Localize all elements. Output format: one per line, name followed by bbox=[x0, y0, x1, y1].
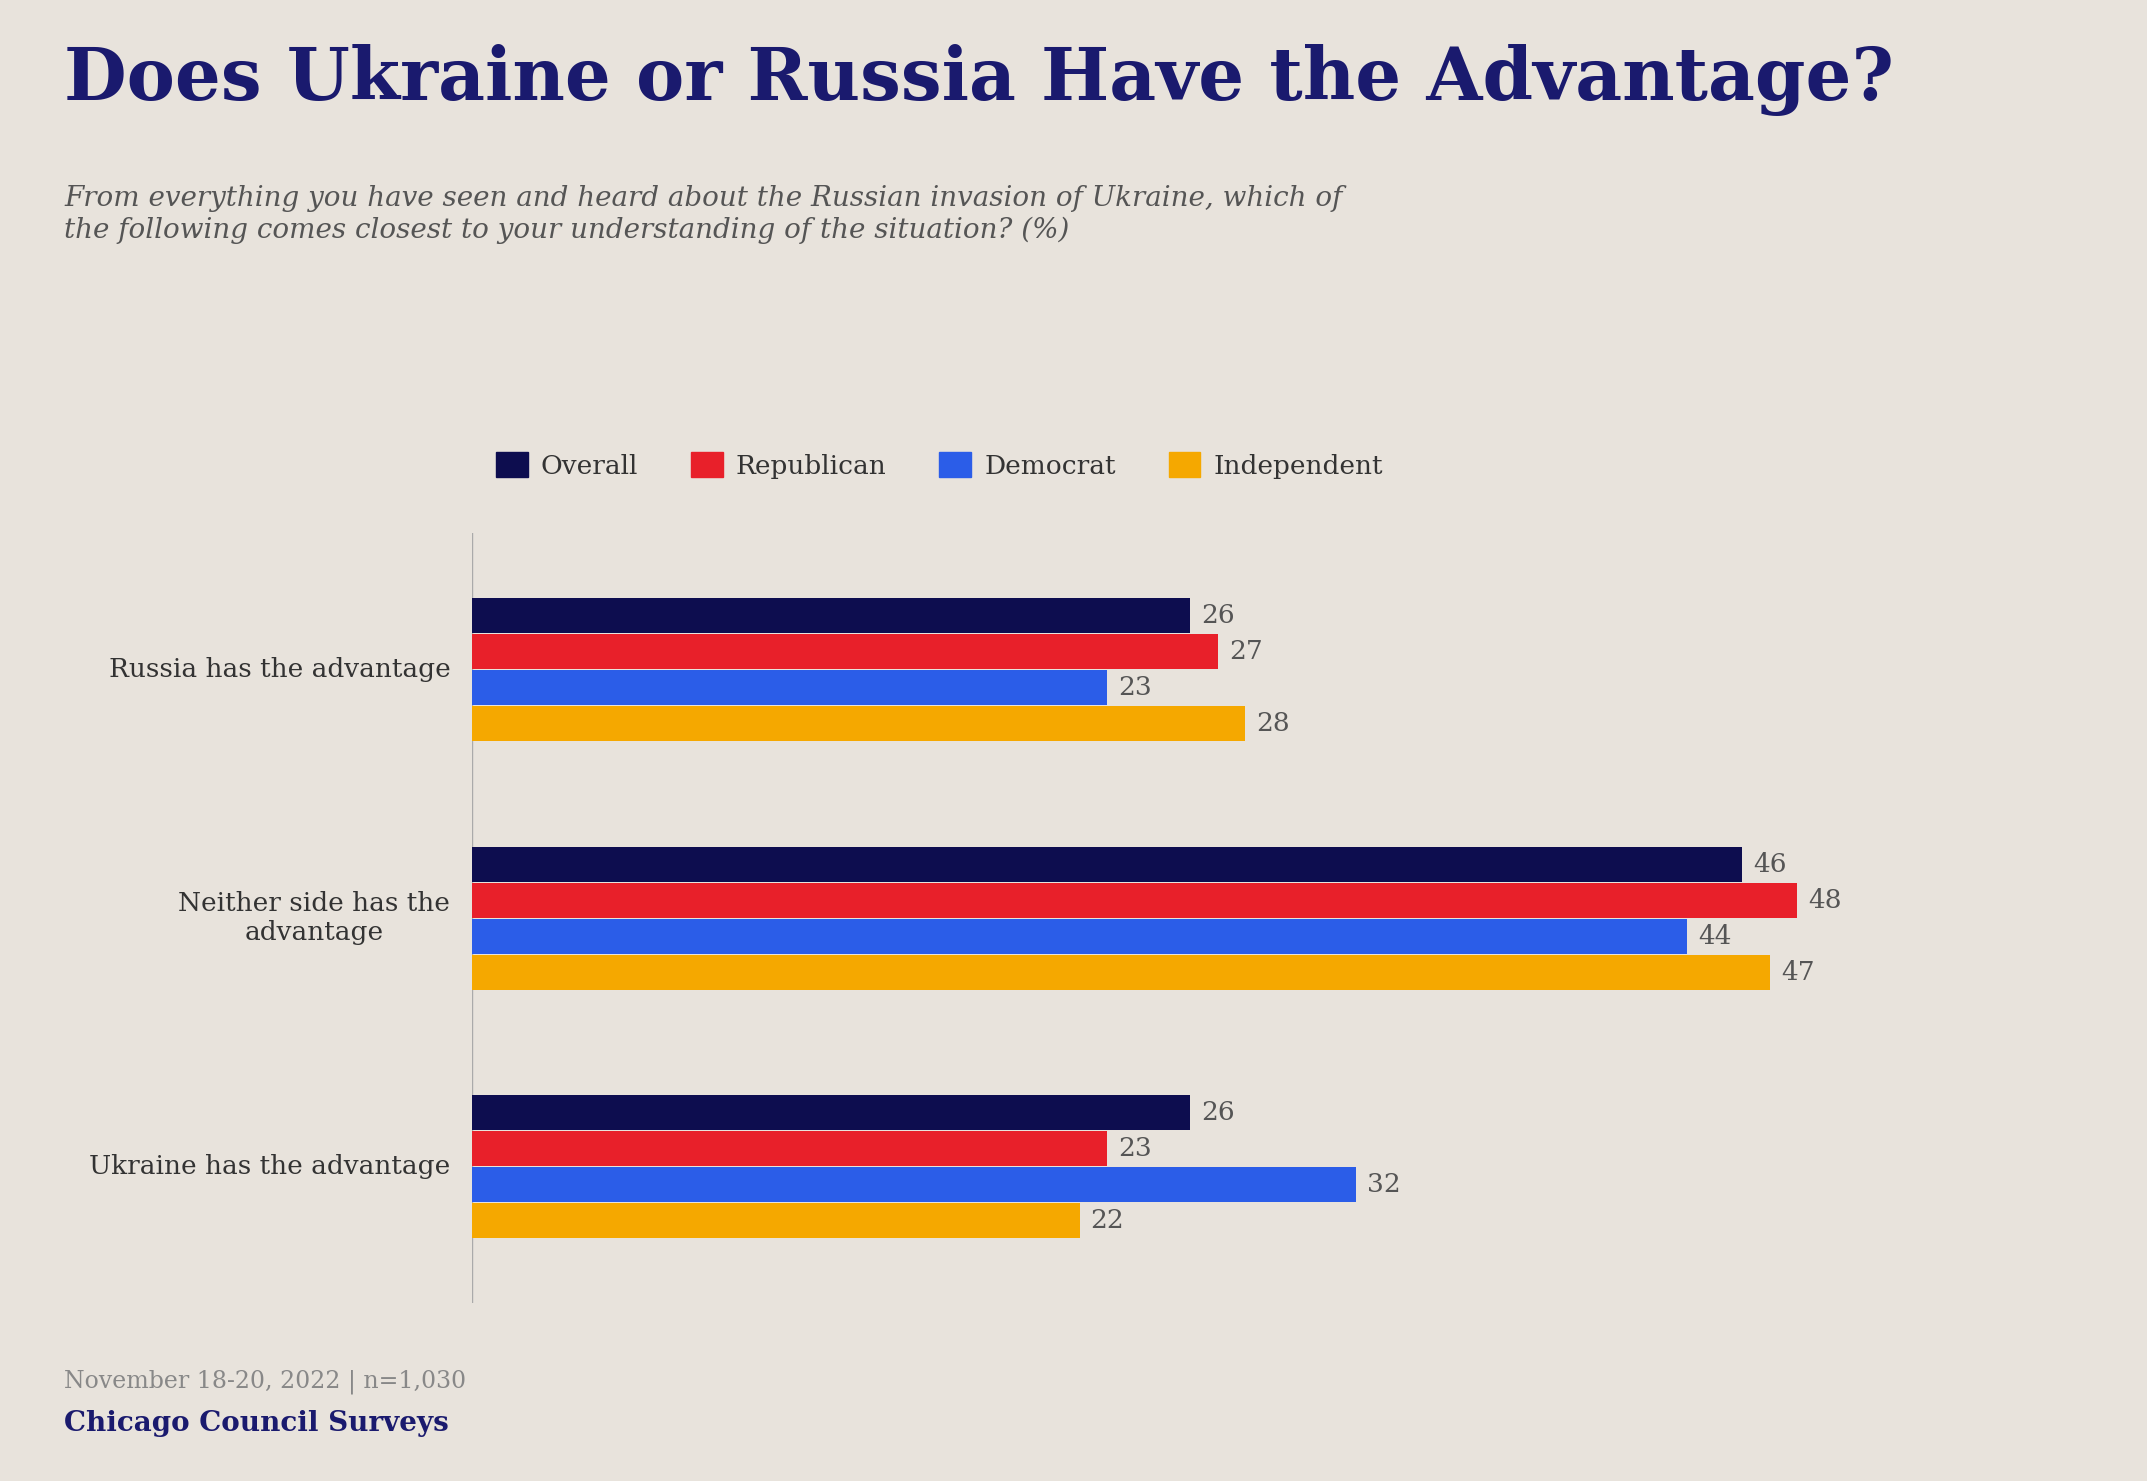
Legend: Overall, Republican, Democrat, Independent: Overall, Republican, Democrat, Independe… bbox=[485, 441, 1393, 489]
Text: From everything you have seen and heard about the Russian invasion of Ukraine, w: From everything you have seen and heard … bbox=[64, 185, 1342, 244]
Text: 26: 26 bbox=[1200, 1100, 1235, 1126]
Text: Neither side has the
advantage: Neither side has the advantage bbox=[178, 892, 451, 945]
Text: Chicago Council Surveys: Chicago Council Surveys bbox=[64, 1410, 449, 1437]
Bar bbox=[472, 706, 1245, 740]
Text: Ukraine has the advantage: Ukraine has the advantage bbox=[88, 1154, 451, 1179]
Text: 48: 48 bbox=[1808, 887, 1842, 912]
Text: 23: 23 bbox=[1119, 1136, 1153, 1161]
Text: 23: 23 bbox=[1119, 675, 1153, 701]
Text: 26: 26 bbox=[1200, 603, 1235, 628]
Text: Russia has the advantage: Russia has the advantage bbox=[109, 658, 451, 683]
Bar bbox=[472, 634, 1217, 669]
Bar bbox=[472, 883, 1797, 918]
Text: 44: 44 bbox=[1698, 924, 1730, 949]
Bar bbox=[472, 671, 1108, 705]
Bar bbox=[472, 1203, 1080, 1238]
Bar bbox=[472, 1131, 1108, 1166]
Text: 22: 22 bbox=[1091, 1208, 1125, 1234]
Text: 46: 46 bbox=[1754, 852, 1786, 877]
Text: 28: 28 bbox=[1256, 711, 1290, 736]
Text: November 18-20, 2022 | n=1,030: November 18-20, 2022 | n=1,030 bbox=[64, 1370, 466, 1395]
Text: Does Ukraine or Russia Have the Advantage?: Does Ukraine or Russia Have the Advantag… bbox=[64, 44, 1894, 117]
Bar bbox=[472, 1096, 1189, 1130]
Text: 32: 32 bbox=[1368, 1171, 1400, 1197]
Bar bbox=[472, 847, 1741, 881]
Text: 47: 47 bbox=[1780, 960, 1814, 985]
Bar bbox=[472, 918, 1688, 954]
Bar bbox=[472, 1167, 1355, 1203]
Text: 27: 27 bbox=[1228, 640, 1262, 665]
Bar bbox=[472, 598, 1189, 634]
Bar bbox=[472, 955, 1769, 989]
